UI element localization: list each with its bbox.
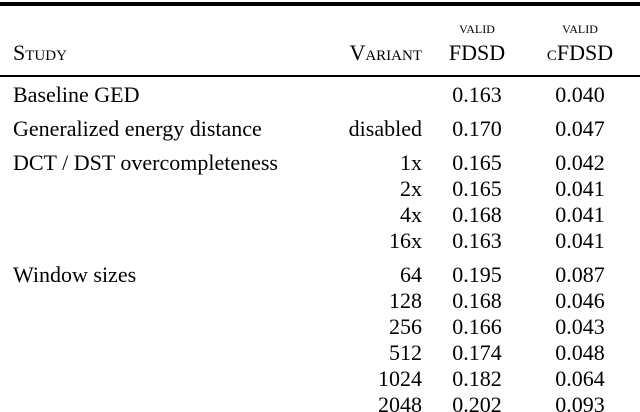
cell-fdsd: 0.168 (452, 288, 502, 313)
table-row: Generalized energy distance disabled 0.1… (0, 108, 640, 142)
cell-fdsd: 0.165 (452, 176, 502, 201)
cell-fdsd: 0.163 (452, 228, 502, 253)
cell-cfdsd: 0.042 (555, 150, 605, 175)
cell-study (0, 314, 310, 340)
cell-study (0, 202, 310, 228)
cell-cfdsd: 0.041 (555, 202, 605, 227)
cell-study (0, 366, 310, 392)
cell-fdsd: 0.202 (452, 392, 502, 412)
column-header-variant: Variant (349, 40, 422, 65)
table-row: Baseline GED 0.163 0.040 (0, 77, 640, 108)
table-row: 128 0.168 0.046 (0, 288, 640, 314)
cell-cfdsd: 0.046 (555, 288, 605, 313)
results-table-body: Baseline GED 0.163 0.040 Generalized ene… (0, 77, 640, 412)
cell-fdsd: 0.170 (452, 116, 502, 141)
cell-fdsd: 0.195 (452, 262, 502, 287)
cell-variant: 16x (389, 228, 422, 253)
cell-study (0, 340, 310, 366)
table-row: 2048 0.202 0.093 (0, 392, 640, 412)
cell-cfdsd: 0.041 (555, 176, 605, 201)
cell-study (0, 392, 310, 412)
table-row: 16x 0.163 0.041 (0, 228, 640, 254)
cell-variant: 256 (389, 314, 422, 339)
cell-variant: 64 (400, 262, 422, 287)
cell-cfdsd: 0.041 (555, 228, 605, 253)
cell-study (0, 288, 310, 314)
column-header-study: Study (13, 40, 67, 65)
cell-study: Generalized energy distance (13, 116, 262, 141)
cell-fdsd: 0.168 (452, 202, 502, 227)
cell-variant: 512 (389, 340, 422, 365)
cell-fdsd: 0.182 (452, 366, 502, 391)
cell-fdsd: 0.174 (452, 340, 502, 365)
results-table-header: Study Variant valid FDSD valid cFDSD (0, 6, 640, 75)
table-row: DCT / DST overcompleteness 1x 0.165 0.04… (0, 142, 640, 176)
header-row: Study Variant valid FDSD valid cFDSD (0, 6, 640, 75)
table-row: 4x 0.168 0.041 (0, 202, 640, 228)
cell-variant: 2x (400, 176, 422, 201)
cell-study: Window sizes (13, 262, 137, 287)
valid-label: valid (562, 18, 598, 37)
table-top-rule (0, 2, 640, 6)
cell-variant: disabled (348, 116, 422, 141)
column-header-valid-cfdsd: valid cFDSD (530, 6, 640, 75)
cell-study (0, 228, 310, 254)
cell-variant: 1x (400, 150, 422, 175)
cell-cfdsd: 0.040 (555, 82, 605, 107)
cell-variant: 4x (400, 202, 422, 227)
cell-cfdsd: 0.047 (555, 116, 605, 141)
cell-study: Baseline GED (13, 82, 140, 107)
cell-variant (310, 77, 424, 108)
cell-study: DCT / DST overcompleteness (13, 150, 278, 175)
cell-cfdsd: 0.064 (555, 366, 605, 391)
table-row: Window sizes 64 0.195 0.087 (0, 254, 640, 288)
table-row: 1024 0.182 0.064 (0, 366, 640, 392)
cell-fdsd: 0.166 (452, 314, 502, 339)
cell-fdsd: 0.165 (452, 150, 502, 175)
table-row: 2x 0.165 0.041 (0, 176, 640, 202)
cfdsd-label: cFDSD (546, 40, 614, 65)
table-row: 512 0.174 0.048 (0, 340, 640, 366)
cell-cfdsd: 0.093 (555, 392, 605, 412)
cell-cfdsd: 0.043 (555, 314, 605, 339)
cell-cfdsd: 0.087 (555, 262, 605, 287)
cell-study (0, 176, 310, 202)
cell-variant: 2048 (378, 392, 422, 412)
cell-fdsd: 0.163 (452, 82, 502, 107)
valid-label: valid (459, 18, 495, 37)
cell-variant: 1024 (378, 366, 422, 391)
fdsd-label: FDSD (448, 40, 506, 65)
column-header-valid-fdsd: valid FDSD (424, 6, 530, 75)
cell-variant: 128 (389, 288, 422, 313)
table-row: 256 0.166 0.043 (0, 314, 640, 340)
cell-cfdsd: 0.048 (555, 340, 605, 365)
table-mid-rule (0, 75, 640, 77)
